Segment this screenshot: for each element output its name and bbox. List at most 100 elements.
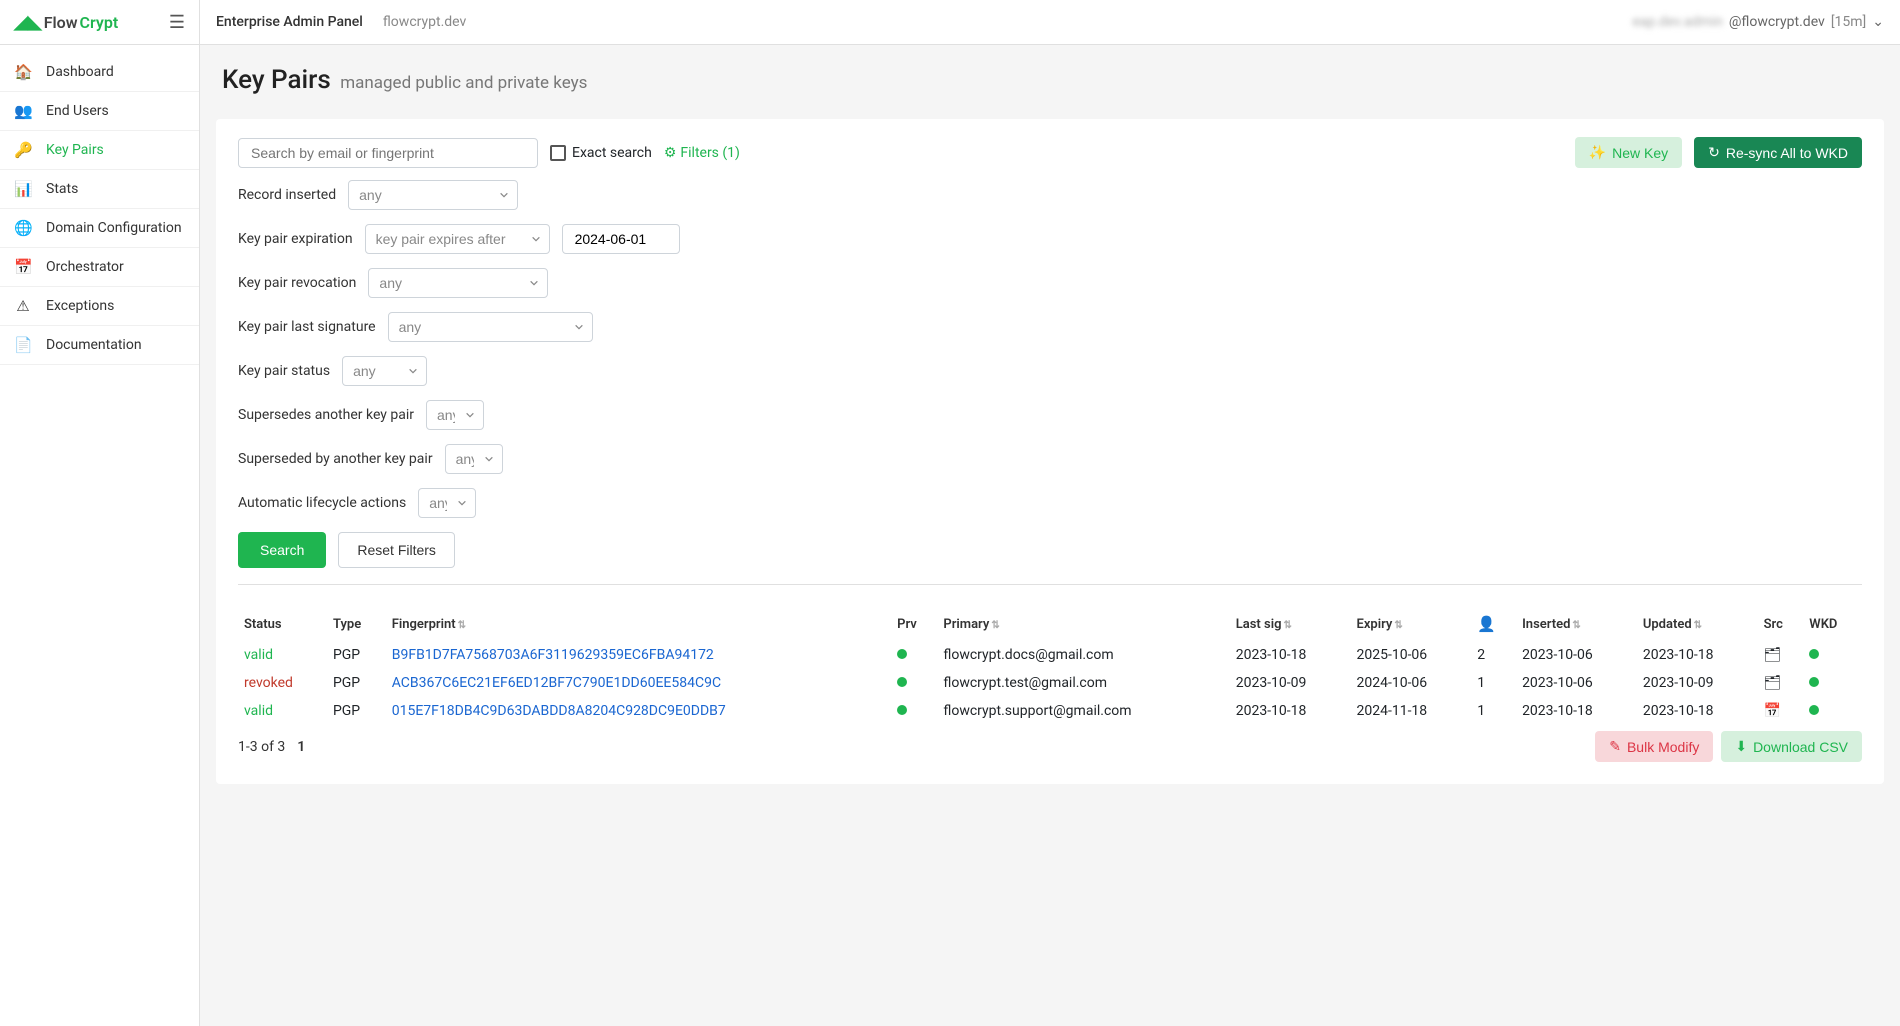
pagination-range: 1-3 of 3 (238, 739, 285, 755)
resync-button[interactable]: ↻ Re-sync All to WKD (1694, 137, 1862, 168)
filter-last-signature: Key pair last signature any (238, 312, 1862, 342)
table-row[interactable]: revoked PGP ACB367C6EC21EF6ED12BF7C790E1… (238, 669, 1862, 697)
cell-src: 🗂 (1758, 641, 1804, 669)
cell-fingerprint[interactable]: B9FB1D7FA7568703A6F3119629359EC6FBA94172 (386, 641, 891, 669)
revocation-select[interactable]: any (368, 268, 548, 298)
table-row[interactable]: valid PGP B9FB1D7FA7568703A6F3119629359E… (238, 641, 1862, 669)
cell-updated: 2023-10-18 (1637, 697, 1758, 725)
cell-last-sig: 2023-10-18 (1230, 641, 1351, 669)
filter-lifecycle: Automatic lifecycle actions any (238, 488, 1862, 518)
nav-item-orchestrator[interactable]: 📅Orchestrator (0, 248, 199, 287)
stats-icon: 📊 (14, 180, 32, 198)
sort-icon: ⇅ (1572, 620, 1580, 631)
pagination: 1-3 of 3 1 (238, 739, 305, 755)
warning-icon: ⚠ (14, 297, 32, 315)
users-icon: 👥 (14, 102, 32, 120)
expiration-select[interactable]: key pair expires after (365, 224, 550, 254)
filter-status: Key pair status any (238, 356, 1862, 386)
download-csv-button[interactable]: ⬇ Download CSV (1721, 731, 1862, 762)
cell-last-sig: 2023-10-09 (1230, 669, 1351, 697)
filter-label: Key pair expiration (238, 231, 353, 247)
page-title: Key Pairs (222, 65, 331, 95)
cell-type: PGP (327, 641, 386, 669)
new-key-button[interactable]: ✨ New Key (1575, 137, 1682, 168)
cell-users: 1 (1471, 697, 1516, 725)
sidebar: ◢◣ FlowCrypt ☰ 🏠Dashboard 👥End Users 🔑Ke… (0, 0, 200, 1026)
cell-src: 🗂 (1758, 669, 1804, 697)
pagination-page[interactable]: 1 (297, 739, 305, 755)
filter-superseded-by: Superseded by another key pair any (238, 444, 1862, 474)
cell-status: valid (238, 697, 327, 725)
filters-link[interactable]: ⚙ Filters (1) (664, 145, 740, 161)
user-menu[interactable]: eap.dev.admin @flowcrypt.dev [15m] ⌄ (1632, 14, 1884, 30)
col-fingerprint[interactable]: Fingerprint⇅ (386, 607, 891, 641)
col-src[interactable]: Src (1758, 607, 1804, 641)
nav-label: Stats (46, 181, 78, 197)
content-card: Exact search ⚙ Filters (1) ✨ New Key ↻ R… (216, 119, 1884, 784)
nav-label: Domain Configuration (46, 220, 182, 236)
topbar-left: Enterprise Admin Panel flowcrypt.dev (216, 14, 466, 30)
cell-inserted: 2023-10-06 (1516, 669, 1637, 697)
col-status[interactable]: Status (238, 607, 327, 641)
logo[interactable]: ◢◣ FlowCrypt (14, 12, 118, 33)
nav-item-key-pairs[interactable]: 🔑Key Pairs (0, 131, 199, 170)
cell-prv (891, 641, 937, 669)
sidebar-header: ◢◣ FlowCrypt ☰ (0, 0, 199, 45)
nav-item-domain-config[interactable]: 🌐 Domain Configuration (0, 209, 199, 248)
sort-icon: ⇅ (1394, 620, 1402, 631)
exact-search-toggle[interactable]: Exact search (550, 145, 652, 161)
new-key-label: New Key (1612, 145, 1668, 161)
cell-type: PGP (327, 697, 386, 725)
doc-icon: 📄 (14, 336, 32, 354)
cell-wkd (1803, 669, 1862, 697)
cell-fingerprint[interactable]: 015E7F18DB4C9D63DABDD8A8204C928DC9E0DDB7 (386, 697, 891, 725)
superseded-by-select[interactable]: any (445, 444, 503, 474)
key-icon: 🔑 (14, 141, 32, 159)
logo-text-crypt: Crypt (80, 13, 119, 32)
col-expiry[interactable]: Expiry⇅ (1350, 607, 1471, 641)
filter-label: Key pair revocation (238, 275, 356, 291)
col-prv[interactable]: Prv (891, 607, 937, 641)
table-row[interactable]: valid PGP 015E7F18DB4C9D63DABDD8A8204C92… (238, 697, 1862, 725)
col-last-sig[interactable]: Last sig⇅ (1230, 607, 1351, 641)
download-icon: ⬇ (1735, 738, 1747, 755)
sort-icon: ⇅ (458, 620, 466, 631)
user-name-blurred: eap.dev.admin (1632, 14, 1723, 30)
search-input[interactable] (238, 138, 538, 168)
reset-filters-button[interactable]: Reset Filters (338, 532, 455, 568)
supersedes-select[interactable]: any (426, 400, 484, 430)
cell-inserted: 2023-10-18 (1516, 697, 1637, 725)
home-icon: 🏠 (14, 63, 32, 81)
nav-item-exceptions[interactable]: ⚠Exceptions (0, 287, 199, 326)
col-users[interactable]: 👤 (1471, 607, 1516, 641)
nav-label: Orchestrator (46, 259, 124, 275)
nav-label: Documentation (46, 337, 142, 353)
session-time: [15m] (1831, 14, 1866, 30)
nav-item-end-users[interactable]: 👥End Users (0, 92, 199, 131)
bulk-modify-button[interactable]: ✎ Bulk Modify (1595, 731, 1713, 762)
search-button[interactable]: Search (238, 532, 326, 568)
col-inserted[interactable]: Inserted⇅ (1516, 607, 1637, 641)
status-dot-icon (1809, 705, 1819, 715)
col-type[interactable]: Type (327, 607, 386, 641)
col-wkd[interactable]: WKD (1803, 607, 1862, 641)
record-inserted-select[interactable]: any (348, 180, 518, 210)
filter-top-row: Exact search ⚙ Filters (1) ✨ New Key ↻ R… (238, 137, 1862, 168)
cell-status: revoked (238, 669, 327, 697)
nav-item-documentation[interactable]: 📄 Documentation (0, 326, 199, 365)
menu-toggle-icon[interactable]: ☰ (169, 12, 185, 33)
cell-users: 1 (1471, 669, 1516, 697)
cell-fingerprint[interactable]: ACB367C6EC21EF6ED12BF7C790E1DD60EE584C9C (386, 669, 891, 697)
cell-expiry: 2024-11-18 (1350, 697, 1471, 725)
col-primary[interactable]: Primary⇅ (937, 607, 1229, 641)
lifecycle-select[interactable]: any (418, 488, 476, 518)
globe-icon: 🌐 (14, 219, 32, 237)
status-select[interactable]: any (342, 356, 427, 386)
last-signature-select[interactable]: any (388, 312, 593, 342)
nav-item-dashboard[interactable]: 🏠Dashboard (0, 53, 199, 92)
nav-item-stats[interactable]: 📊 Stats (0, 170, 199, 209)
col-updated[interactable]: Updated⇅ (1637, 607, 1758, 641)
cell-type: PGP (327, 669, 386, 697)
expiration-date-input[interactable] (562, 224, 680, 254)
cell-status: valid (238, 641, 327, 669)
